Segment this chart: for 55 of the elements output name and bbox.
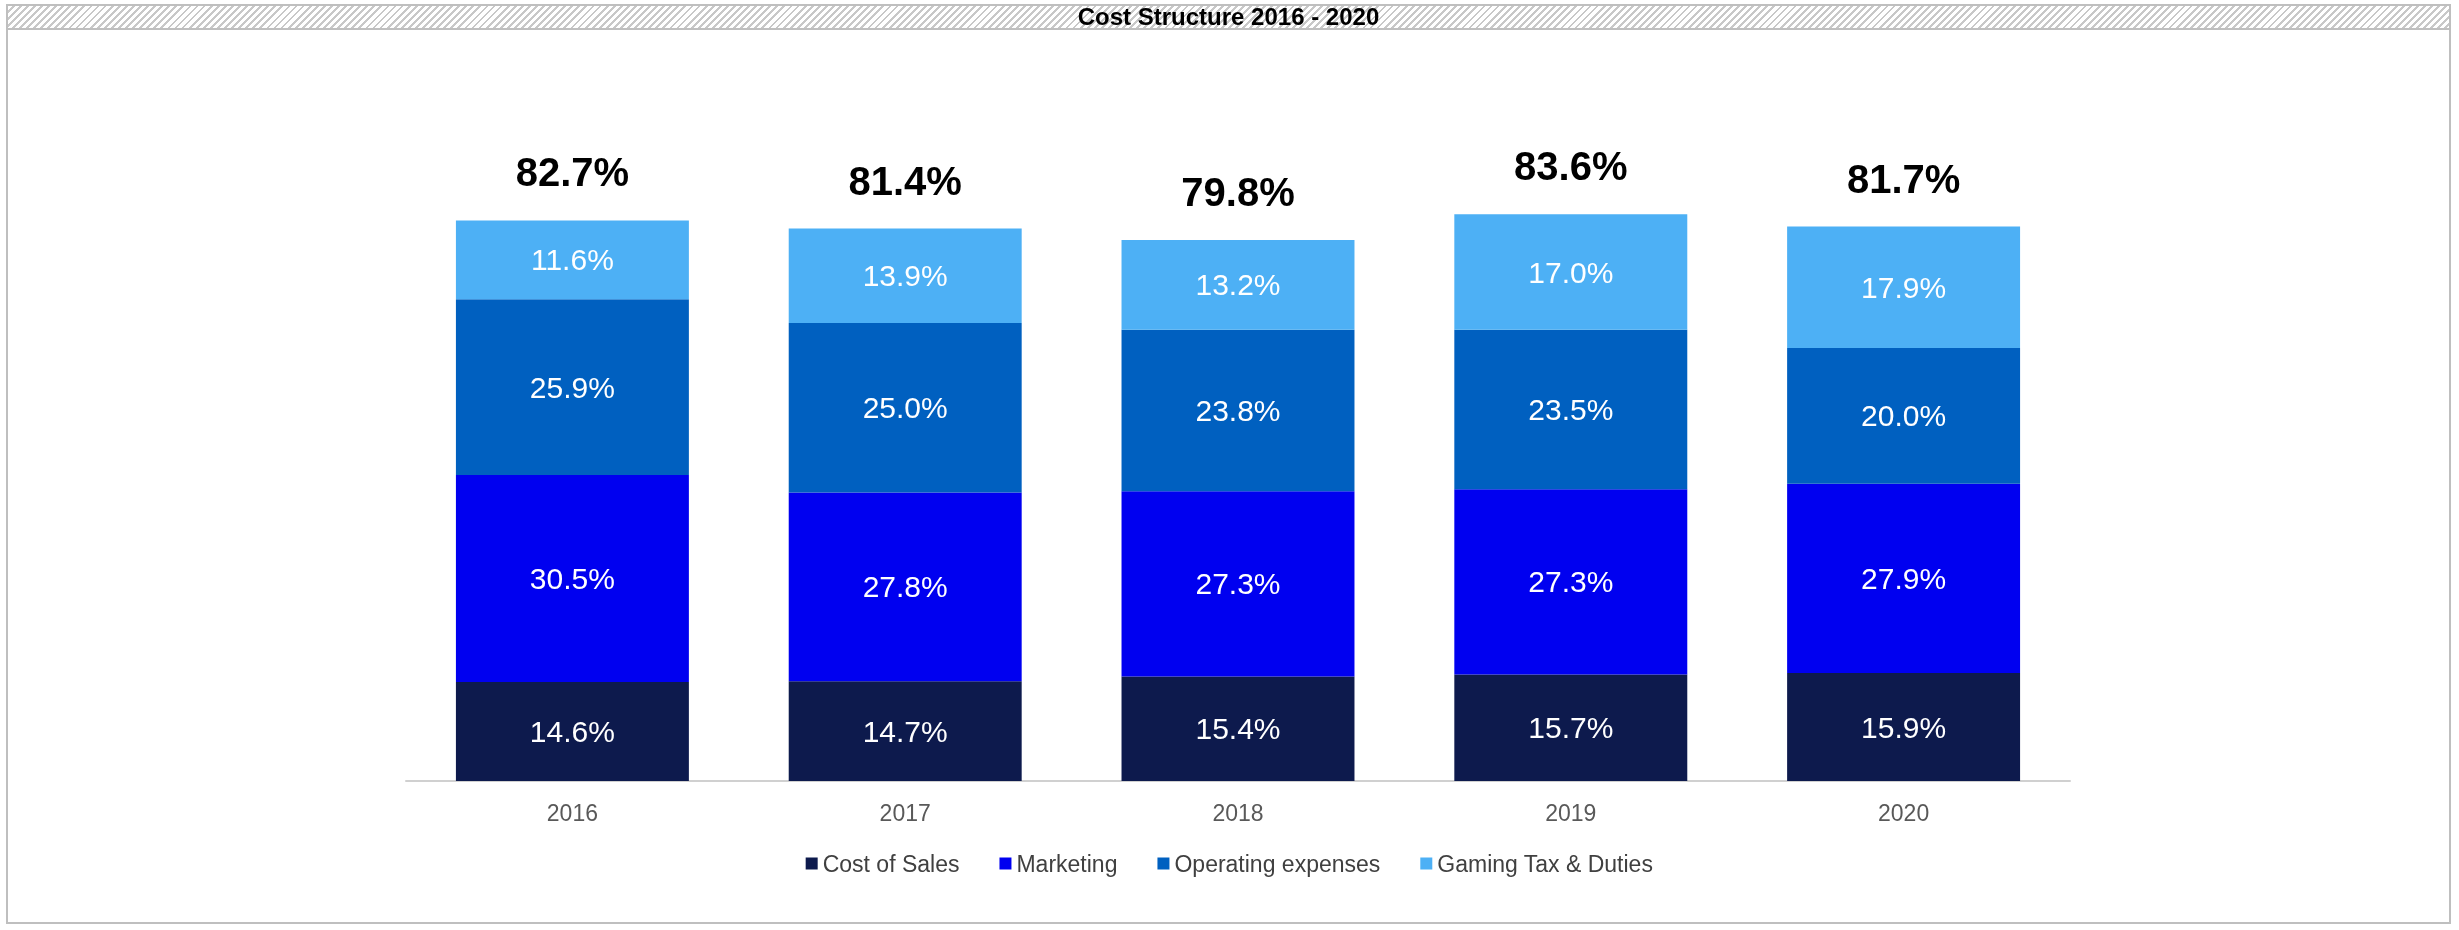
total-label: 82.7% <box>515 150 630 195</box>
data-label: 20.0% <box>1861 399 1947 433</box>
data-label: 17.0% <box>1528 255 1614 289</box>
bar <box>455 220 689 300</box>
data-label: 15.4% <box>1195 712 1281 746</box>
data-label: 13.9% <box>862 259 948 293</box>
total-label: 79.8% <box>1181 170 1295 215</box>
legend-label: Cost of Sales <box>822 850 960 877</box>
data-label: 27.3% <box>1528 565 1614 599</box>
bar <box>1121 491 1355 677</box>
x-tick-label: 2018 <box>1212 799 1264 826</box>
bar <box>1454 214 1688 330</box>
total-label: 83.6% <box>1514 144 1628 189</box>
x-tick-label: 2019 <box>1545 799 1597 826</box>
data-label: 27.8% <box>862 570 948 604</box>
data-label: 27.3% <box>1195 567 1281 601</box>
bar <box>1121 329 1355 492</box>
bar <box>1454 489 1688 675</box>
data-label: 23.8% <box>1195 393 1281 427</box>
data-label: 25.0% <box>862 391 948 425</box>
data-label: 15.9% <box>1861 710 1947 744</box>
bar <box>788 322 1022 493</box>
data-label: 11.6% <box>530 243 614 277</box>
x-tick-label: 2016 <box>546 799 598 826</box>
bar <box>1787 226 2021 349</box>
bar <box>1121 240 1355 330</box>
bar <box>1121 676 1355 781</box>
data-label: 17.9% <box>1861 270 1947 304</box>
bar <box>455 299 689 475</box>
bar <box>1787 483 2021 674</box>
data-label: 27.9% <box>1861 561 1947 595</box>
bar <box>1454 674 1688 781</box>
data-label: 23.5% <box>1528 392 1614 426</box>
bar <box>1454 329 1688 490</box>
bar <box>1787 348 2021 484</box>
x-tick-label: 2017 <box>879 799 931 826</box>
legend-label: Marketing <box>1016 850 1118 877</box>
legend-label: Operating expenses <box>1174 850 1381 877</box>
data-label: 13.2% <box>1195 268 1281 302</box>
data-label: 15.7% <box>1528 711 1614 745</box>
bar <box>455 681 689 781</box>
bar <box>788 681 1022 781</box>
data-label: 14.6% <box>529 714 615 748</box>
bar <box>788 492 1022 682</box>
data-label: 25.9% <box>529 370 615 404</box>
legend-label: Gaming Tax & Duties <box>1437 850 1653 877</box>
x-tick-label: 2020 <box>1878 799 1930 826</box>
bar <box>1787 673 2021 781</box>
bar <box>455 474 689 682</box>
data-label: 14.7% <box>862 714 948 748</box>
total-label: 81.7% <box>1846 156 1961 201</box>
data-label: 30.5% <box>529 561 615 595</box>
bar <box>788 228 1022 323</box>
total-label: 81.4% <box>848 158 962 203</box>
chart-title: Cost Structure 2016 - 2020 <box>1077 3 1380 30</box>
